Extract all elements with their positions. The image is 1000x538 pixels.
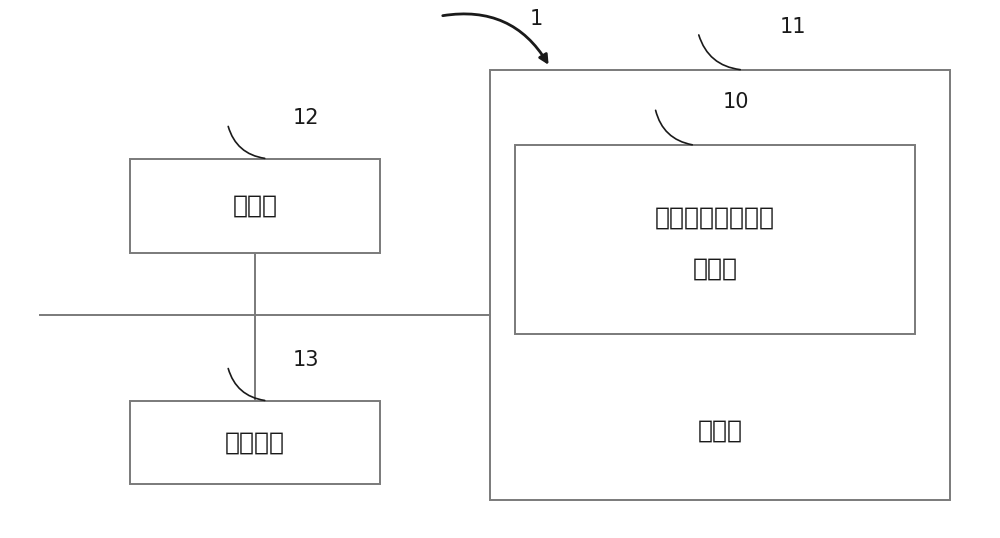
Text: 存储器: 存储器	[698, 419, 742, 442]
Text: 处理器: 处理器	[232, 194, 278, 218]
Bar	[130, 401, 380, 484]
Bar	[515, 145, 915, 334]
Bar	[490, 70, 950, 500]
Text: 10: 10	[723, 92, 750, 112]
Text: 测程序: 测程序	[693, 257, 738, 281]
Text: 网络接口: 网络接口	[225, 430, 285, 455]
Text: 12: 12	[292, 108, 319, 129]
Text: 云存储系统性能评: 云存储系统性能评	[655, 206, 775, 230]
Text: 11: 11	[780, 17, 806, 37]
Bar	[130, 159, 380, 253]
Text: 13: 13	[292, 350, 319, 371]
Text: 1: 1	[530, 9, 543, 29]
